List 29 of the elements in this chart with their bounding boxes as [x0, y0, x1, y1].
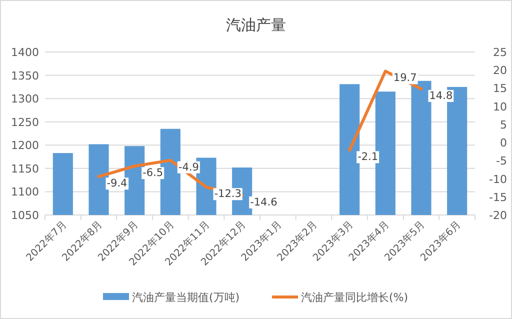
- y2-tick-label: 25: [493, 46, 507, 59]
- y2-tick-label: 10: [493, 100, 507, 114]
- y-tick-label: 1300: [11, 92, 39, 106]
- y-tick-label: 1350: [11, 69, 39, 82]
- data-label: -4.9: [178, 161, 199, 174]
- data-label: -14.6: [250, 196, 278, 208]
- y-tick-label: 1100: [11, 186, 39, 199]
- y2-tick-label: -20: [489, 209, 507, 222]
- data-label: 14.8: [429, 90, 453, 102]
- y2-tick-label: -15: [489, 190, 507, 204]
- y2-tick-label: 20: [493, 64, 507, 78]
- y2-tick-label: 5: [500, 118, 507, 132]
- y2-tick-label: 0: [500, 136, 507, 150]
- y-tick-label: 1200: [11, 139, 39, 152]
- y-tick-label: 1050: [11, 209, 39, 222]
- y-tick-label: 1400: [11, 46, 39, 59]
- chart-title: 汽油产量: [226, 16, 286, 34]
- y2-tick-label: 15: [493, 82, 507, 96]
- y-tick-label: 1250: [11, 116, 39, 129]
- legend-label: 汽油产量同比增长(%): [301, 291, 408, 304]
- data-label: -2.1: [358, 151, 378, 164]
- y2-tick-label: -10: [489, 172, 507, 186]
- data-label: -6.5: [142, 167, 164, 180]
- data-label: -12.3: [214, 188, 242, 200]
- legend-label: 汽油产量当期值(万吨): [132, 291, 240, 304]
- y2-tick-label: -5: [496, 154, 507, 168]
- data-label: -9.4: [106, 178, 128, 190]
- y-tick-label: 1150: [11, 162, 39, 176]
- data-label: 19.7: [393, 72, 417, 84]
